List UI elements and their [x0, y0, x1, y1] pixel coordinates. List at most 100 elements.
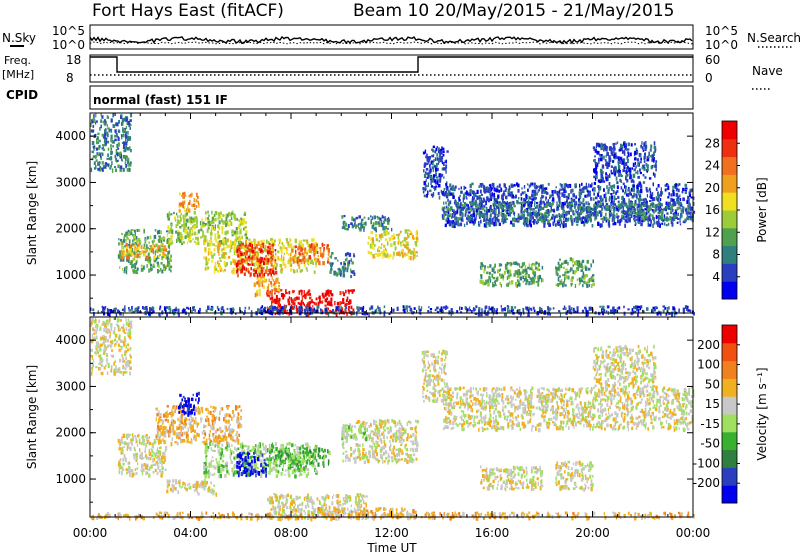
heatmap-cell — [239, 256, 242, 260]
heatmap-cell — [519, 216, 521, 220]
heatmap-cell — [585, 182, 587, 187]
heatmap-cell — [339, 268, 342, 271]
heatmap-cell — [588, 284, 591, 288]
heatmap-cell — [317, 301, 320, 306]
heatmap-cell — [453, 211, 456, 214]
heatmap-cell — [327, 248, 330, 253]
heatmap-cell — [127, 131, 129, 135]
heatmap-cell — [634, 219, 636, 223]
heatmap-cell — [533, 195, 536, 199]
heatmap-cell — [496, 276, 499, 282]
heatmap-cell — [245, 239, 247, 245]
heatmap-cell — [496, 185, 499, 188]
heatmap-cell — [92, 124, 95, 128]
heatmap-cell — [502, 206, 504, 211]
heatmap-cell — [501, 275, 504, 279]
heatmap-cell — [594, 210, 597, 216]
heatmap-cell — [98, 152, 102, 156]
heatmap-cell — [372, 222, 375, 227]
heatmap-cell — [485, 282, 487, 285]
heatmap-cell — [596, 162, 599, 167]
heatmap-cell — [628, 198, 630, 203]
heatmap-cell — [597, 179, 600, 183]
heatmap-cell — [308, 303, 311, 307]
heatmap-cell — [408, 305, 411, 308]
heatmap-cell — [601, 177, 604, 180]
heatmap-cell — [220, 211, 222, 215]
heatmap-cell — [676, 207, 678, 211]
heatmap-cell — [415, 242, 418, 247]
heatmap-cell — [625, 144, 627, 149]
heatmap-cell — [305, 293, 307, 297]
heatmap-cell — [106, 157, 109, 160]
heatmap-cell — [643, 203, 646, 207]
heatmap-cell — [615, 198, 617, 200]
heatmap-cell — [646, 156, 648, 159]
heatmap-cell — [205, 256, 208, 261]
heatmap-cell — [229, 249, 232, 253]
heatmap-cell — [538, 274, 541, 280]
heatmap-cell — [471, 218, 474, 222]
heatmap-cell — [454, 216, 457, 220]
heatmap-cell — [626, 213, 629, 217]
heatmap-cell — [167, 261, 170, 265]
heatmap-cell — [231, 241, 234, 244]
heatmap-cell — [410, 250, 413, 255]
heatmap-cell — [544, 205, 546, 208]
heatmap-cell — [482, 264, 484, 267]
heatmap-cell — [496, 198, 498, 203]
heatmap-cell — [525, 271, 528, 275]
heatmap-cell — [628, 208, 632, 211]
heatmap-cell — [241, 235, 243, 240]
heatmap-cell — [218, 220, 221, 225]
heatmap-cell — [611, 184, 614, 188]
heatmap-cell — [345, 299, 348, 302]
heatmap-cell — [613, 199, 616, 202]
heatmap-cell — [258, 273, 261, 276]
heatmap-cell — [294, 302, 296, 307]
heatmap-cell — [469, 183, 472, 188]
heatmap-cell — [491, 182, 495, 187]
heatmap-cell — [407, 241, 409, 244]
heatmap-cell — [144, 257, 148, 261]
heatmap-cell — [292, 245, 295, 250]
heatmap-cell — [657, 199, 659, 202]
heatmap-cell — [627, 215, 629, 219]
heatmap-cell — [167, 225, 170, 230]
heatmap-cell — [645, 212, 648, 215]
heatmap-cell — [591, 277, 595, 281]
heatmap-cell — [513, 204, 515, 208]
heatmap-cell — [512, 223, 515, 227]
heatmap-cell — [204, 250, 207, 253]
heatmap-cell — [134, 263, 136, 267]
heatmap-cell — [612, 222, 615, 226]
heatmap-cell — [139, 240, 142, 244]
heatmap-cell — [151, 247, 154, 252]
heatmap-cell — [649, 199, 652, 202]
heatmap-cell — [483, 310, 487, 314]
heatmap-cell — [618, 172, 620, 176]
heatmap-cell — [218, 226, 221, 230]
heatmap-cell — [679, 223, 682, 226]
heatmap-cell — [169, 241, 172, 246]
heatmap-cell — [525, 306, 527, 310]
heatmap-cell — [124, 133, 127, 138]
heatmap-cell — [485, 279, 488, 285]
heatmap-cell — [493, 192, 496, 197]
heatmap-cell — [274, 292, 276, 295]
heatmap-cell — [562, 274, 565, 277]
heatmap-cell — [406, 243, 409, 247]
heatmap-cell — [243, 266, 245, 271]
heatmap-cell — [583, 276, 586, 279]
heatmap-cell — [188, 230, 191, 235]
heatmap-cell — [424, 162, 427, 167]
heatmap-cell — [143, 252, 145, 257]
heatmap-cell — [357, 225, 360, 228]
heatmap-cell — [416, 255, 418, 257]
heatmap-cell — [556, 206, 558, 212]
heatmap-cell — [92, 308, 95, 312]
heatmap-cell — [149, 307, 152, 312]
heatmap-cell — [640, 305, 643, 309]
heatmap-cell — [621, 195, 624, 200]
heatmap-cell — [163, 266, 166, 269]
